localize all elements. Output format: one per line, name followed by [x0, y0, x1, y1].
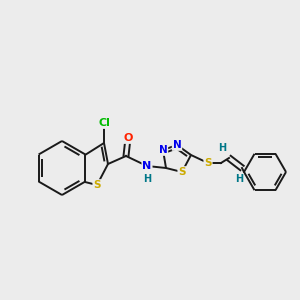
Text: N: N	[172, 140, 182, 150]
Text: N: N	[142, 161, 152, 171]
Text: H: H	[235, 174, 243, 184]
Text: Cl: Cl	[98, 118, 110, 128]
Text: N: N	[159, 145, 167, 155]
Text: S: S	[178, 167, 186, 177]
Text: S: S	[93, 180, 101, 190]
Text: H: H	[218, 143, 226, 153]
Text: S: S	[204, 158, 212, 168]
Text: O: O	[123, 133, 133, 143]
Text: H: H	[143, 174, 151, 184]
